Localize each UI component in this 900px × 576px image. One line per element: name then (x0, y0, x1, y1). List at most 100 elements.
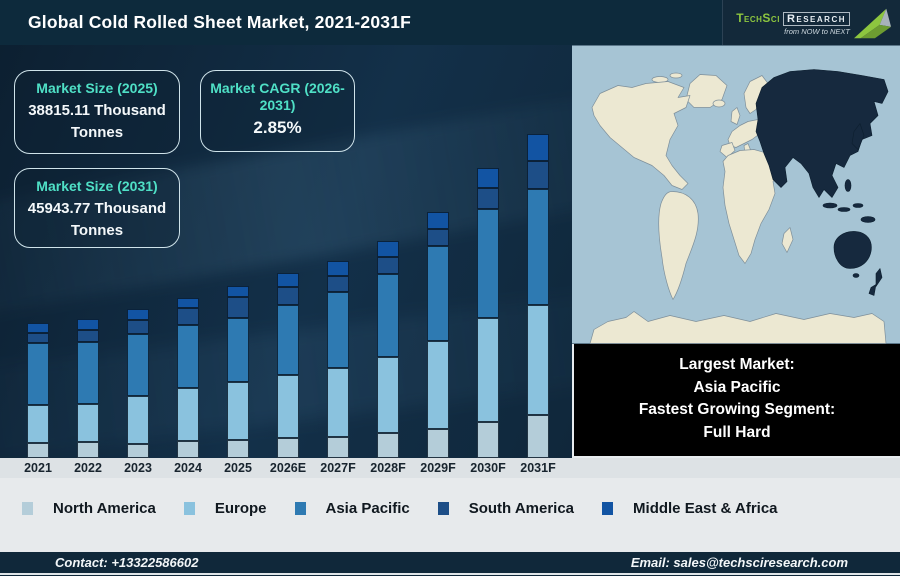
bar-segment-middle-east-africa (527, 134, 549, 161)
fastest-segment-value: Full Hard (703, 423, 771, 441)
bar-segment-asia-pacific (427, 246, 449, 341)
map-land (589, 72, 887, 344)
legend-swatch-icon (294, 502, 306, 515)
bar-segment-europe (227, 382, 249, 440)
bar-segment-middle-east-africa (27, 323, 49, 333)
key-facts-box: Largest Market: Asia Pacific Fastest Gro… (572, 344, 900, 458)
legend-item-europe: Europe (183, 500, 267, 517)
bar-segment-south-america (227, 297, 249, 318)
stat-value: 45943.77 Thousand Tonnes (27, 200, 167, 239)
stacked-bar-2022 (77, 319, 99, 458)
largest-market-label: Largest Market: (679, 356, 795, 373)
stacked-bar-2021 (27, 323, 49, 458)
stacked-bar-2026E (277, 273, 299, 458)
footer-bar: Contact: +13322586602 Email: sales@techs… (0, 552, 900, 576)
stat-label: Market Size (2031) (36, 178, 158, 194)
bar-segment-europe (127, 396, 149, 444)
logo-text: TechSci Research from NOW to NEXT (736, 9, 850, 37)
bar-segment-north-america (477, 422, 499, 458)
bar-segment-europe (327, 368, 349, 437)
bar-segment-south-america (327, 276, 349, 292)
bar-segment-middle-east-africa (477, 168, 499, 188)
chart-legend: North America Europe Asia Pacific South Ame… (22, 500, 778, 517)
footer-email: Email: sales@techsciresearch.com (630, 555, 848, 570)
bar-segment-asia-pacific (177, 325, 199, 388)
world-map-panel (572, 45, 900, 344)
bar-segment-asia-pacific (227, 318, 249, 382)
legend-label: North America (53, 500, 156, 517)
stacked-bar-2027F (327, 261, 349, 458)
x-axis-strip (0, 458, 900, 478)
largest-market-value: Asia Pacific (693, 378, 781, 396)
legend-item-middle-east-africa: Middle East & Africa (602, 500, 778, 517)
stat-label: Market Size (2025) (36, 80, 158, 96)
stat-value: 2.85% (253, 118, 302, 137)
bar-segment-asia-pacific (477, 209, 499, 318)
bar-segment-europe (427, 341, 449, 429)
bar-segment-europe (77, 404, 99, 442)
bar-segment-south-america (277, 287, 299, 305)
legend-item-south-america: South America (437, 500, 575, 517)
bar-segment-south-america (377, 257, 399, 274)
stacked-bar-2024 (177, 298, 199, 458)
map-highlight-asia-pacific (755, 69, 889, 296)
title-bar: Global Cold Rolled Sheet Market, 2021-20… (0, 0, 900, 45)
stacked-bar-2025 (227, 286, 249, 458)
bar-segment-north-america (77, 442, 99, 458)
bar-segment-asia-pacific (77, 342, 99, 404)
bar-segment-middle-east-africa (427, 212, 449, 229)
bar-segment-europe (177, 388, 199, 441)
legend-label: Middle East & Africa (633, 500, 778, 517)
logo-brand-primary: TechSci (736, 10, 780, 25)
world-map (572, 45, 900, 344)
legend-swatch-icon (602, 502, 614, 515)
bar-segment-asia-pacific (127, 334, 149, 396)
stat-card-market-size-2025: Market Size (2025) 38815.11 Thousand Ton… (14, 70, 180, 154)
stat-card-market-cagr: Market CAGR (2026-2031) 2.85% (200, 70, 355, 152)
stacked-bar-2023 (127, 309, 149, 458)
bar-segment-middle-east-africa (227, 286, 249, 297)
stat-label: Market CAGR (2026-2031) (210, 80, 345, 113)
bar-segment-asia-pacific (277, 305, 299, 375)
bar-segment-asia-pacific (527, 189, 549, 305)
legend-label: South America (468, 500, 575, 517)
bar-segment-asia-pacific (27, 343, 49, 405)
legend-swatch-icon (22, 502, 33, 515)
bar-segment-north-america (527, 415, 549, 458)
bar-segment-middle-east-africa (277, 273, 299, 287)
bar-segment-south-america (27, 333, 49, 343)
bar-segment-south-america (177, 308, 199, 325)
bar-segment-south-america (477, 188, 499, 209)
legend-item-asia-pacific: Asia Pacific (294, 500, 410, 517)
page-title: Global Cold Rolled Sheet Market, 2021-20… (28, 12, 412, 32)
bar-segment-north-america (377, 433, 399, 458)
bar-segment-south-america (127, 320, 149, 334)
bar-segment-europe (477, 318, 499, 422)
bar-segment-south-america (77, 330, 99, 342)
bar-segment-middle-east-africa (327, 261, 349, 276)
logo-brand-secondary: Research (782, 11, 850, 26)
legend-strip: North America Europe Asia Pacific South Ame… (0, 478, 900, 552)
brand-logo: TechSci Research from NOW to NEXT (722, 0, 900, 45)
stacked-bar-2029F (427, 212, 449, 458)
stat-card-market-size-2031: Market Size (2031) 45943.77 Thousand Ton… (14, 168, 180, 248)
legend-label: Europe (214, 500, 267, 517)
stacked-bar-2028F (377, 241, 399, 458)
legend-label: Asia Pacific (325, 500, 410, 517)
bar-segment-europe (277, 375, 299, 438)
footer-contact: Contact: +13322586602 (55, 555, 199, 570)
logo-tagline: from NOW to NEXT (784, 27, 850, 37)
bar-segment-north-america (327, 437, 349, 458)
bar-segment-north-america (127, 444, 149, 458)
stat-value: 38815.11 Thousand Tonnes (28, 102, 166, 141)
logo-arrow-icon (854, 8, 892, 38)
bar-segment-middle-east-africa (377, 241, 399, 257)
bar-segment-north-america (227, 440, 249, 458)
bar-segment-europe (27, 405, 49, 443)
bar-segment-asia-pacific (327, 292, 349, 368)
bar-segment-north-america (177, 441, 199, 458)
bar-segment-middle-east-africa (77, 319, 99, 330)
bar-segment-europe (527, 305, 549, 415)
stacked-bar-2031F (527, 134, 549, 458)
